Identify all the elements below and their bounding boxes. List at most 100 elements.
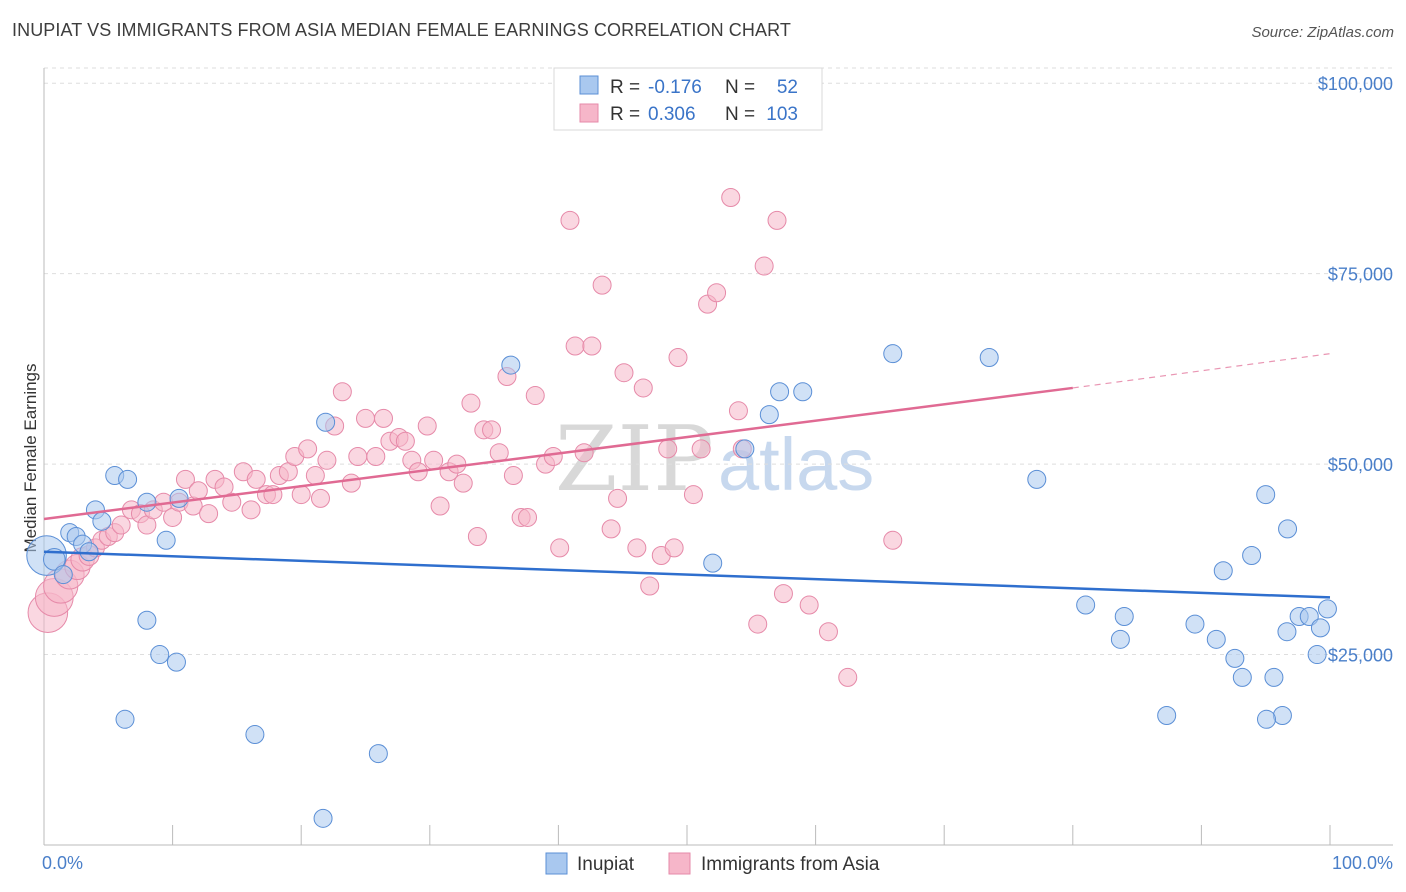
inupiat-point bbox=[42, 548, 66, 571]
asia-point bbox=[222, 492, 242, 512]
asia-point bbox=[310, 488, 330, 508]
asia-point bbox=[707, 283, 727, 303]
asia-point bbox=[467, 526, 487, 546]
asia-point bbox=[175, 469, 195, 489]
asia-point bbox=[503, 466, 523, 486]
stats-legend: R = -0.176 N = 52 R = 0.306 N = 103 bbox=[553, 67, 823, 131]
inupiat-point bbox=[1277, 622, 1297, 642]
inupiat-point bbox=[115, 709, 135, 729]
asia-point bbox=[366, 447, 386, 466]
asia-point bbox=[683, 485, 703, 505]
legend-n-label: N = bbox=[725, 77, 755, 98]
asia-point bbox=[799, 595, 819, 615]
asia-point bbox=[424, 450, 444, 470]
y-tick-labels: $25,000 $50,000 $75,000 $100,000 bbox=[1318, 74, 1393, 665]
inupiat-point bbox=[759, 405, 779, 425]
asia-point bbox=[199, 504, 219, 524]
asia-point bbox=[608, 488, 628, 508]
asia-point bbox=[838, 667, 858, 687]
inupiat-point bbox=[1185, 614, 1205, 634]
legend-n-value: 52 bbox=[777, 77, 798, 98]
inupiat-point bbox=[1157, 706, 1177, 725]
series-inupiat bbox=[26, 344, 1337, 828]
asia-point bbox=[728, 401, 748, 421]
inupiat-point bbox=[1242, 546, 1262, 566]
inupiat-point bbox=[169, 488, 189, 508]
bottom-legend-swatch-inupiat bbox=[545, 852, 568, 875]
asia-point bbox=[395, 431, 415, 451]
inupiat-point bbox=[883, 344, 903, 364]
asia-point bbox=[582, 336, 602, 356]
asia-point bbox=[111, 515, 131, 535]
inupiat-point bbox=[1256, 485, 1276, 505]
inupiat-point bbox=[92, 511, 112, 531]
legend-r-label: R = bbox=[610, 104, 640, 125]
legend-r-value: -0.176 bbox=[648, 77, 702, 98]
asia-point bbox=[188, 481, 208, 501]
inupiat-point bbox=[501, 355, 521, 375]
y-tick-label: $75,000 bbox=[1328, 265, 1393, 285]
inupiat-point bbox=[368, 744, 388, 764]
inupiat-point bbox=[1076, 595, 1096, 615]
asia-point bbox=[565, 336, 585, 356]
legend-n-label: N = bbox=[725, 104, 755, 125]
asia-point bbox=[818, 622, 838, 642]
asia-point bbox=[640, 576, 660, 596]
asia-point bbox=[417, 416, 437, 436]
asia-point bbox=[374, 408, 394, 428]
inupiat-point bbox=[53, 565, 73, 585]
chart-title: INUPIAT VS IMMIGRANTS FROM ASIA MEDIAN F… bbox=[12, 20, 791, 40]
y-tick-label: $50,000 bbox=[1328, 455, 1393, 475]
asia-point bbox=[664, 538, 684, 558]
inupiat-point bbox=[150, 645, 170, 665]
inupiat-point bbox=[1206, 629, 1226, 649]
asia-point bbox=[754, 256, 774, 276]
trend-line-asia bbox=[43, 386, 1073, 521]
inupiat-point bbox=[1307, 645, 1327, 665]
inupiat-point bbox=[1213, 561, 1233, 581]
source-credit: Source: ZipAtlas.com bbox=[1251, 24, 1394, 41]
asia-point bbox=[550, 538, 570, 558]
inupiat-point bbox=[137, 492, 157, 512]
inupiat-point bbox=[1278, 519, 1298, 539]
inupiat-point bbox=[770, 382, 790, 402]
inupiat-point bbox=[79, 542, 99, 562]
asia-point bbox=[601, 519, 621, 539]
legend-r-value: 0.306 bbox=[648, 104, 696, 125]
inupiat-point bbox=[1027, 469, 1047, 489]
legend-n-value: 103 bbox=[766, 104, 798, 125]
asia-point bbox=[447, 454, 467, 474]
asia-point bbox=[291, 485, 311, 505]
inupiat-point bbox=[156, 530, 176, 550]
inupiat-point bbox=[166, 652, 186, 672]
asia-point bbox=[767, 210, 787, 230]
inupiat-point bbox=[1317, 599, 1337, 619]
legend-swatch-asia bbox=[579, 103, 599, 123]
inupiat-point bbox=[118, 469, 138, 489]
inupiat-point bbox=[1225, 648, 1245, 668]
inupiat-point bbox=[1272, 706, 1292, 725]
bottom-legend-asia: Immigrants from Asia bbox=[701, 854, 880, 875]
asia-point bbox=[658, 439, 678, 459]
asia-point bbox=[748, 614, 768, 634]
inupiat-point bbox=[793, 382, 813, 402]
inupiat-point bbox=[1264, 667, 1284, 687]
inupiat-point bbox=[316, 412, 336, 432]
x-tick-labels: 0.0% 100.0% bbox=[42, 853, 1393, 873]
asia-point bbox=[317, 450, 337, 470]
asia-point bbox=[332, 382, 352, 402]
asia-point bbox=[482, 420, 502, 440]
asia-point bbox=[627, 538, 647, 558]
asia-point bbox=[574, 443, 594, 463]
axes bbox=[43, 68, 1393, 846]
asia-point bbox=[691, 439, 711, 459]
x-tick-label: 100.0% bbox=[1332, 853, 1393, 873]
asia-point bbox=[525, 386, 545, 406]
legend-r-label: R = bbox=[610, 77, 640, 98]
asia-point bbox=[348, 447, 368, 466]
asia-point bbox=[430, 496, 450, 516]
trend-line-inupiat bbox=[43, 550, 1331, 599]
x-tick-label: 0.0% bbox=[42, 853, 83, 873]
legend-swatch-inupiat bbox=[579, 75, 599, 95]
